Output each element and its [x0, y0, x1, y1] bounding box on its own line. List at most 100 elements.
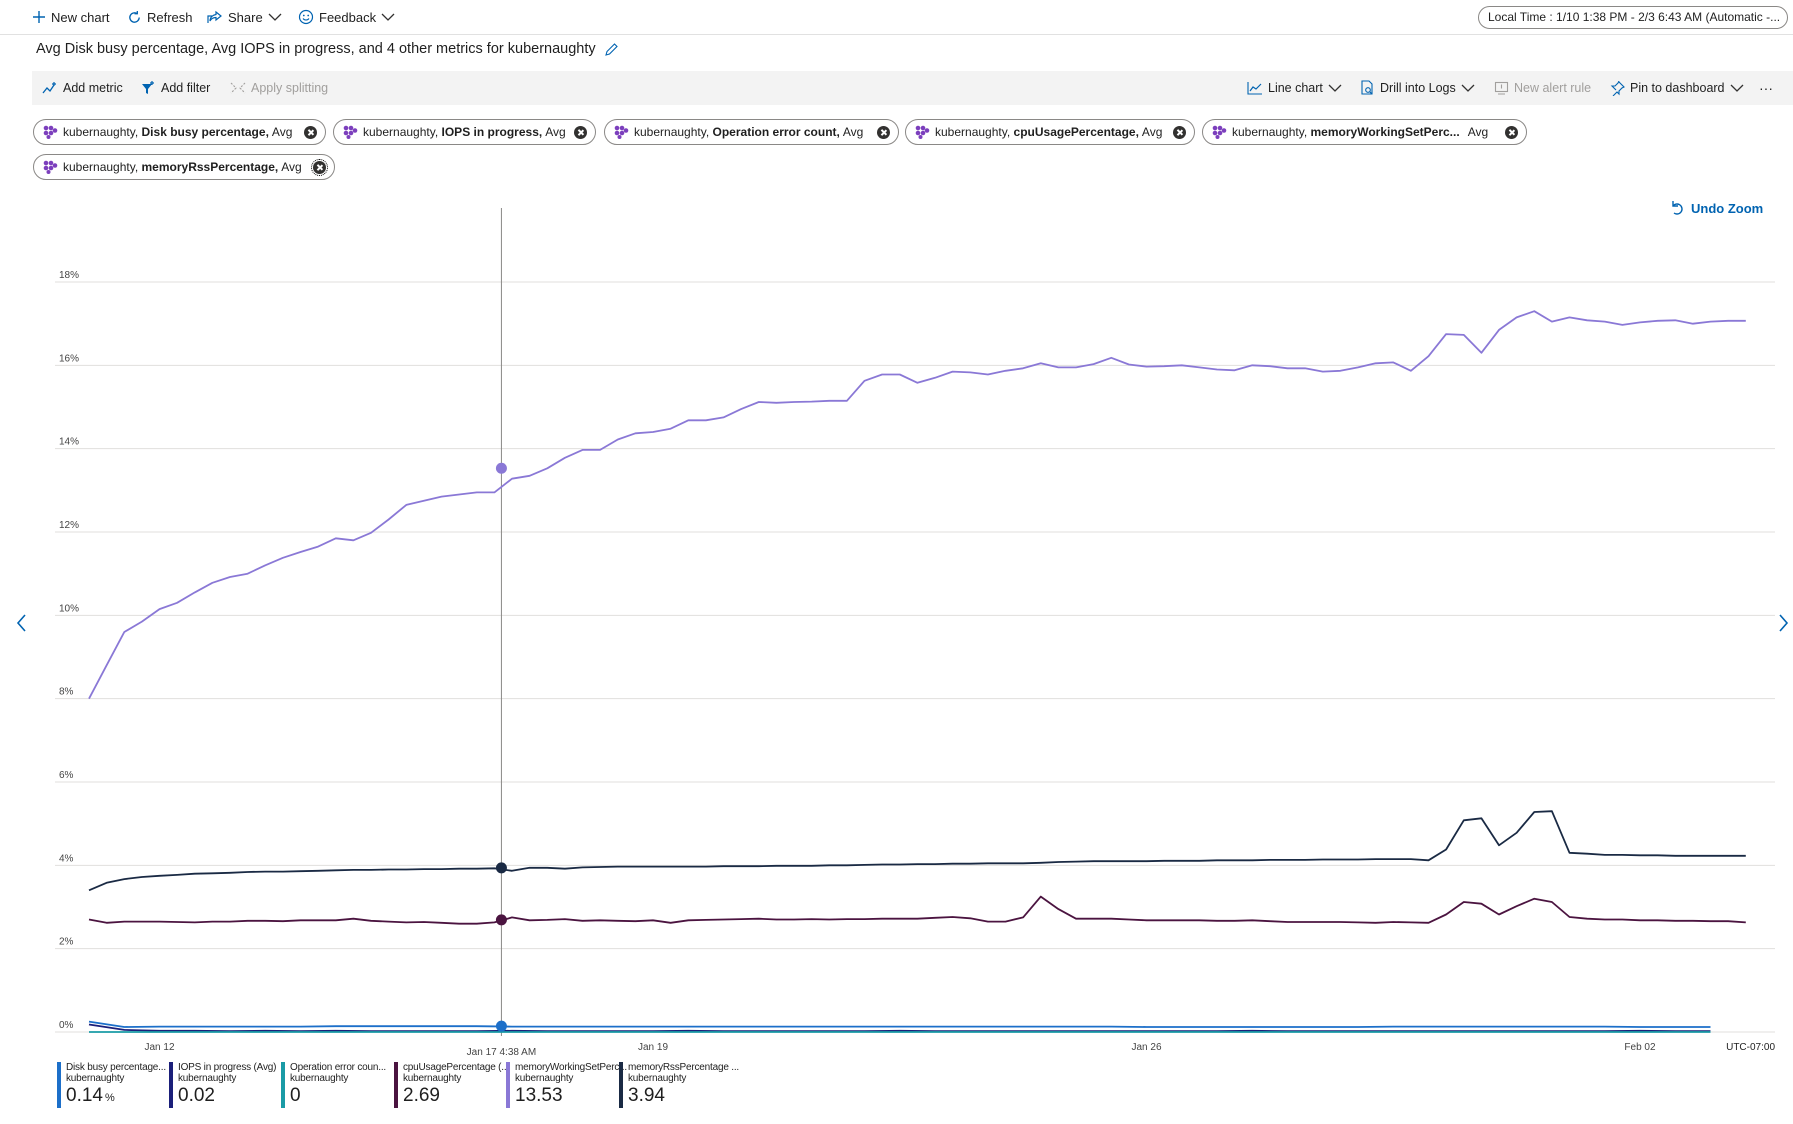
y-tick-label: 18%: [59, 270, 79, 281]
plus-icon: [33, 11, 45, 23]
cursor-marker: [495, 862, 507, 874]
x-tick-label: Feb 02: [1624, 1042, 1656, 1053]
pill-resource: kubernaughty,: [634, 125, 710, 139]
legend-resource: kubernaughty: [178, 1073, 237, 1084]
remove-metric-icon[interactable]: [574, 126, 587, 139]
share-button[interactable]: Share: [207, 0, 282, 34]
line-chart-button[interactable]: Line chart: [1247, 71, 1342, 105]
pill-resource: kubernaughty,: [63, 160, 139, 174]
more-options-button[interactable]: ···: [1759, 80, 1773, 96]
undo-zoom-button[interactable]: Undo Zoom: [1669, 200, 1763, 216]
remove-metric-icon[interactable]: [1173, 126, 1186, 139]
kubernetes-cluster-icon: [915, 125, 930, 139]
chart-title-text: Avg Disk busy percentage, Avg IOPS in pr…: [36, 41, 596, 57]
metric-pill[interactable]: kubernaughty, Operation error count, Avg: [604, 119, 899, 145]
remove-metric-icon[interactable]: [877, 126, 890, 139]
pill-resource: kubernaughty,: [63, 125, 139, 139]
chart-command-bar: Add metric Add filter Apply splitting Li…: [32, 71, 1793, 105]
legend-item[interactable]: memoryWorkingSetPerc... kubernaughty 13.53: [506, 1062, 627, 1108]
add-filter-button[interactable]: Add filter: [140, 71, 210, 105]
y-tick-label: 0%: [59, 1020, 74, 1031]
metric-pill[interactable]: kubernaughty, memoryRssPercentage, Avg: [33, 154, 335, 180]
time-range-picker[interactable]: Local Time : 1/10 1:38 PM - 2/3 6:43 AM …: [1478, 6, 1788, 29]
legend-value-number: 0.14: [66, 1085, 103, 1106]
undo-icon: [1672, 201, 1683, 215]
chevron-down-icon: [268, 13, 282, 21]
y-tick-label: 10%: [59, 603, 79, 614]
kubernetes-cluster-icon: [614, 125, 629, 139]
apply-splitting-label: Apply splitting: [251, 81, 329, 95]
refresh-label: Refresh: [147, 9, 193, 25]
legend-metric-name: cpuUsagePercentage (...: [403, 1062, 510, 1073]
metric-pill[interactable]: kubernaughty, Disk busy percentage, Avg: [33, 119, 326, 145]
y-tick-label: 2%: [59, 937, 74, 948]
line-chart[interactable]: 0% 2% 4% 6% 8% 10% 12% 14% 16% 18% Jan 12 Jan 19 Ja…: [0, 200, 1793, 1060]
chevron-down-icon: [1730, 84, 1743, 92]
pin-icon: [1610, 80, 1625, 96]
new-alert-rule-button[interactable]: New alert rule: [1494, 71, 1591, 105]
legend-resource: kubernaughty: [628, 1073, 687, 1084]
remove-metric-icon[interactable]: [1505, 126, 1518, 139]
series-line: [88, 310, 1746, 700]
feedback-button[interactable]: Feedback: [298, 0, 395, 34]
legend-item[interactable]: Operation error coun... kubernaughty 0: [281, 1062, 386, 1108]
legend-value-number: 2.69: [403, 1085, 440, 1106]
legend-metric-name: Disk busy percentage...: [66, 1062, 166, 1073]
pill-aggregation: Avg: [1467, 125, 1489, 139]
pin-to-dashboard-button[interactable]: Pin to dashboard: [1610, 71, 1744, 105]
legend-value: 0.14%: [66, 1084, 166, 1110]
legend-metric-name: Operation error coun...: [290, 1062, 387, 1073]
metric-pill[interactable]: kubernaughty, memoryWorkingSetPerc... Avg: [1202, 119, 1527, 145]
drill-into-logs-button[interactable]: Drill into Logs: [1360, 71, 1475, 105]
logs-icon: [1361, 80, 1373, 95]
legend-item[interactable]: cpuUsagePercentage (... kubernaughty 2.69: [394, 1062, 509, 1108]
share-label: Share: [228, 9, 263, 25]
kubernetes-cluster-icon: [43, 125, 58, 139]
legend-value: 0: [290, 1084, 386, 1108]
y-tick-label: 4%: [59, 853, 74, 864]
pill-metric: memoryRssPercentage,: [141, 160, 279, 174]
series-line: [88, 1020, 1711, 1028]
legend-unit: %: [104, 1092, 115, 1104]
new-alert-rule-label: New alert rule: [1514, 81, 1592, 95]
add-metric-button[interactable]: Add metric: [42, 71, 123, 105]
legend-value: 13.53: [515, 1084, 627, 1108]
drill-into-logs-label: Drill into Logs: [1380, 81, 1456, 95]
apply-splitting-button[interactable]: Apply splitting: [230, 71, 328, 105]
refresh-button[interactable]: Refresh: [127, 0, 193, 34]
y-tick-label: 14%: [59, 437, 79, 448]
pill-metric: Disk busy percentage,: [141, 125, 269, 139]
x-tick-label: Jan 26: [1131, 1042, 1161, 1053]
legend-value-number: 3.94: [628, 1085, 665, 1106]
legend-value: 3.94: [628, 1084, 739, 1108]
new-chart-button[interactable]: New chart: [32, 0, 110, 34]
y-tick-label: 12%: [59, 520, 79, 531]
filter-icon: [142, 81, 154, 94]
chevron-down-icon: [1461, 84, 1475, 92]
share-icon: [207, 10, 222, 23]
legend-item[interactable]: memoryRssPercentage ... kubernaughty 3.94: [619, 1062, 739, 1108]
cursor-marker: [495, 914, 507, 926]
remove-metric-icon[interactable]: [311, 159, 328, 176]
legend-color-bar: [57, 1062, 61, 1108]
y-tick-label: 16%: [59, 353, 79, 364]
pill-metric: cpuUsagePercentage,: [1013, 125, 1139, 139]
undo-zoom-label: Undo Zoom: [1691, 200, 1764, 216]
legend-item[interactable]: IOPS in progress (Avg) kubernaughty 0.02: [169, 1062, 276, 1108]
chevron-left-icon[interactable]: [14, 612, 28, 634]
top-toolbar: New chart Refresh Share Feedback Local T…: [0, 0, 1793, 35]
timezone-label: UTC-07:00: [1726, 1042, 1775, 1053]
remove-metric-icon[interactable]: [304, 126, 317, 139]
add-filter-label: Add filter: [161, 81, 211, 95]
legend-resource: kubernaughty: [403, 1073, 462, 1084]
legend-color-bar: [619, 1062, 623, 1108]
cursor-marker: [495, 1020, 507, 1032]
edit-pencil-icon[interactable]: [604, 42, 619, 57]
pill-resource: kubernaughty,: [363, 125, 439, 139]
kubernetes-cluster-icon: [43, 160, 58, 174]
y-tick-label: 8%: [59, 687, 74, 698]
chevron-right-icon[interactable]: [1777, 612, 1791, 634]
metric-pill[interactable]: kubernaughty, IOPS in progress, Avg: [333, 119, 596, 145]
legend-item[interactable]: Disk busy percentage... kubernaughty 0.14%: [57, 1062, 166, 1108]
metric-pill[interactable]: kubernaughty, cpuUsagePercentage, Avg: [905, 119, 1195, 145]
